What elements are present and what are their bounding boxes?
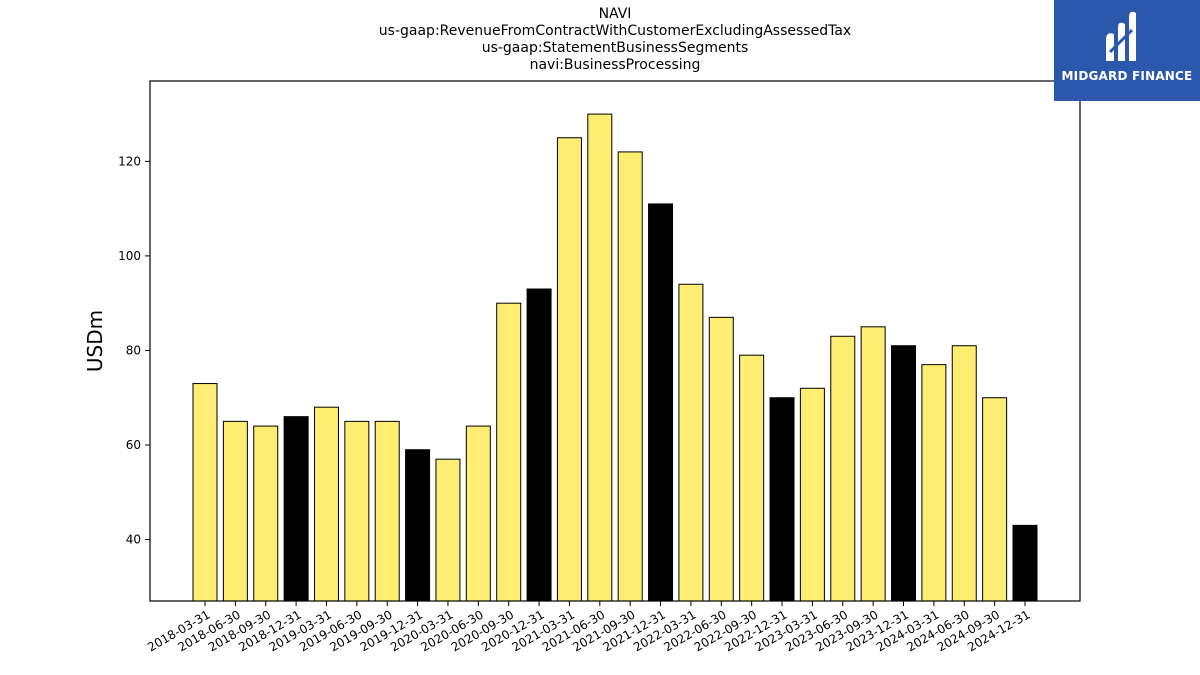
bar bbox=[739, 354, 765, 602]
y-tick-label: 60 bbox=[126, 438, 141, 452]
midgard-logo-icon bbox=[1106, 11, 1136, 62]
bar bbox=[678, 283, 704, 602]
bar bbox=[617, 151, 643, 602]
midgard-finance-logo: MIDGARD FINANCE bbox=[1054, 0, 1200, 101]
bar bbox=[253, 425, 279, 602]
bar bbox=[313, 406, 339, 602]
y-tick-label: 80 bbox=[126, 343, 141, 357]
y-axis-label: USDm bbox=[83, 310, 107, 372]
bar bbox=[465, 425, 491, 602]
y-tick-label: 40 bbox=[126, 533, 141, 547]
bar bbox=[374, 420, 400, 602]
bar bbox=[496, 302, 522, 602]
bar bbox=[799, 387, 825, 602]
bar bbox=[1012, 524, 1038, 602]
bar bbox=[556, 137, 582, 602]
title-axis: us-gaap:StatementBusinessSegments bbox=[481, 40, 749, 56]
bar bbox=[708, 316, 734, 602]
title-ticker: NAVI bbox=[598, 6, 632, 22]
bar bbox=[283, 416, 309, 602]
bar bbox=[860, 326, 886, 602]
bar bbox=[648, 203, 674, 602]
bar bbox=[921, 364, 947, 602]
title-concept: us-gaap:RevenueFromContractWithCustomerE… bbox=[378, 23, 852, 39]
bar bbox=[891, 345, 917, 602]
bar bbox=[830, 335, 856, 602]
bar bbox=[982, 397, 1008, 602]
bar bbox=[587, 113, 613, 602]
title-member: navi:BusinessProcessing bbox=[529, 57, 701, 73]
bar bbox=[192, 383, 218, 602]
chart-title: NAVI us-gaap:RevenueFromContractWithCust… bbox=[150, 6, 1080, 74]
bar bbox=[769, 397, 795, 602]
y-tick-label: 120 bbox=[118, 154, 141, 168]
bar bbox=[405, 449, 431, 602]
plot-frame bbox=[149, 80, 1081, 602]
bar bbox=[222, 420, 248, 602]
bar bbox=[344, 420, 370, 602]
bar bbox=[951, 345, 977, 602]
bar bbox=[526, 288, 552, 602]
y-tick-label: 100 bbox=[118, 249, 141, 263]
logo-text: MIDGARD FINANCE bbox=[1061, 69, 1193, 83]
bar bbox=[435, 458, 461, 602]
